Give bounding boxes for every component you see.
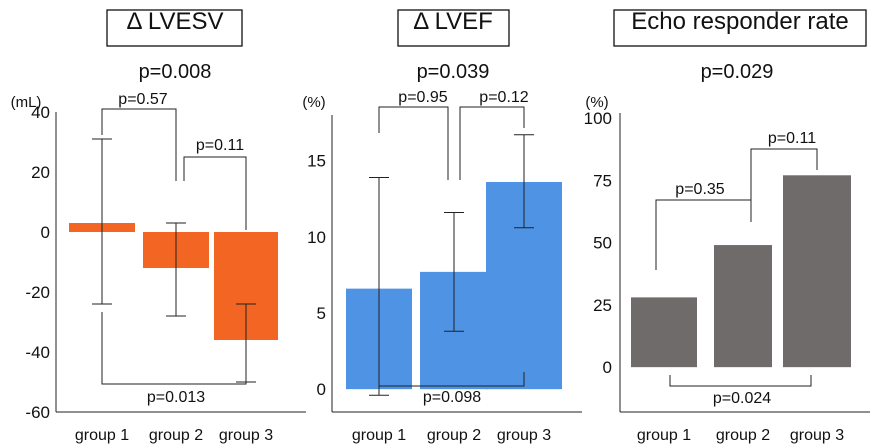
comparison-bracket-3: p=0.098 [378, 372, 525, 406]
y-tick-label: -40 [25, 343, 50, 362]
bar-1 [631, 297, 697, 368]
bracket-p-value: p=0.098 [423, 389, 481, 406]
x-category-label: group 3 [497, 427, 551, 444]
y-tick-label: 40 [31, 103, 50, 122]
bracket-line [183, 156, 247, 230]
bracket-p-value: p=0.024 [713, 390, 771, 407]
bracket-p-value: p=0.013 [147, 389, 205, 406]
chart-panel-1: Δ LVESV p=0.008 (mL)40 20 0 -20 -40 -60 group 1 g… [11, 8, 306, 444]
y-axis-unit: (%) [302, 94, 325, 111]
y-tick-label: 0 [41, 223, 50, 242]
bracket-p-value: p=0.11 [196, 137, 244, 154]
chart-title-box [106, 9, 243, 47]
bracket-p-value: p=0.57 [118, 91, 167, 108]
bracket-line [378, 106, 449, 180]
bracket-p-value: p=0.12 [479, 89, 528, 106]
comparison-bracket-1: p=0.57 [101, 91, 177, 181]
error-bar-1 [369, 176, 389, 396]
y-tick-label: 25 [593, 296, 612, 315]
chart-title: Δ LVESV [127, 8, 224, 35]
bar-3 [783, 175, 851, 368]
chart-panel-2: Δ LVEF p=0.039 (%) 15 10 5 0 group 1 group 2 grou… [302, 8, 582, 444]
comparison-bracket-3: p=0.013 [101, 312, 247, 406]
y-tick-label: 100 [584, 109, 612, 128]
x-category-label: group 1 [637, 427, 691, 444]
chart-title: Δ LVEF [413, 8, 493, 35]
y-tick-label: 15 [307, 152, 326, 171]
bracket-line [750, 148, 818, 222]
comparison-bracket-1: p=0.95 [378, 89, 449, 180]
chart-title: Echo responder rate [631, 8, 848, 35]
y-tick-label: -60 [25, 403, 50, 422]
x-category-label: group 2 [149, 427, 203, 444]
overall-p-value: p=0.008 [139, 61, 212, 83]
y-axis-unit: (mL) [11, 94, 42, 111]
comparison-bracket-2: p=0.12 [459, 89, 529, 180]
comparison-bracket-2: p=0.11 [183, 137, 247, 230]
overall-p-value: p=0.029 [701, 61, 774, 83]
y-tick-label: 0 [317, 380, 326, 399]
chart-panel-3: Echo responder rate p=0.029 (%)100 75 50 25 0 g… [584, 8, 870, 444]
bracket-line [101, 108, 177, 181]
error-bar-1 [92, 138, 112, 305]
y-tick-label: 50 [593, 234, 612, 253]
chart-title-box [397, 9, 510, 47]
x-category-label: group 2 [716, 427, 770, 444]
x-category-label: group 1 [75, 427, 129, 444]
x-category-label: group 2 [427, 427, 481, 444]
bracket-p-value: p=0.35 [675, 181, 724, 198]
bracket-line [378, 372, 525, 387]
bar-2 [714, 245, 772, 368]
bracket-line [669, 375, 812, 387]
y-tick-label: 75 [593, 171, 612, 190]
comparison-bracket-3: p=0.024 [669, 375, 812, 407]
bracket-p-value: p=0.11 [768, 130, 816, 147]
y-tick-label: 5 [317, 304, 326, 323]
bracket-line [459, 106, 525, 180]
comparison-bracket-2: p=0.11 [750, 130, 818, 222]
y-tick-label: 20 [31, 163, 50, 182]
x-category-label: group 3 [790, 427, 844, 444]
error-bar-3 [514, 134, 534, 229]
chart-title-box [613, 9, 867, 47]
x-category-label: group 1 [352, 427, 406, 444]
error-bar-2 [444, 211, 464, 332]
y-tick-label: 10 [307, 228, 326, 247]
x-category-label: group 3 [219, 427, 273, 444]
y-axis-unit: (%) [585, 94, 608, 111]
y-tick-label: 0 [603, 358, 612, 377]
error-bar-2 [166, 222, 186, 317]
bracket-p-value: p=0.95 [398, 89, 447, 106]
overall-p-value: p=0.039 [417, 61, 490, 83]
y-tick-label: -20 [25, 283, 50, 302]
bracket-line [101, 312, 247, 385]
